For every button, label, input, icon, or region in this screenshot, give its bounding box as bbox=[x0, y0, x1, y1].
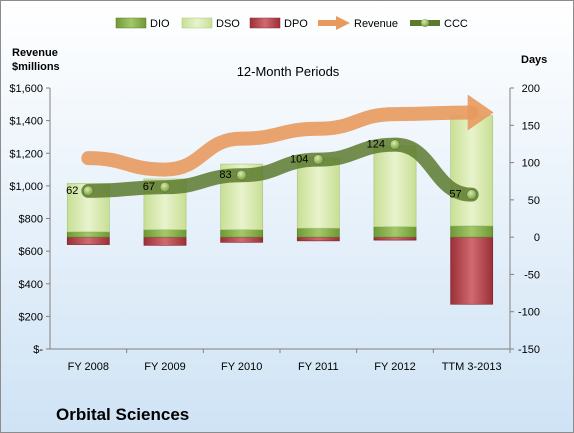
ccc-point bbox=[466, 189, 477, 200]
legend-swatch-dio bbox=[115, 17, 147, 29]
left-tick-label: $400 bbox=[19, 279, 43, 291]
bar-dio bbox=[143, 229, 187, 238]
bar-dio bbox=[373, 226, 417, 238]
right-tick-label: 200 bbox=[522, 83, 540, 95]
bar-dpo bbox=[450, 236, 494, 305]
category-label: FY 2009 bbox=[144, 361, 185, 373]
arrow-icon bbox=[336, 16, 350, 30]
bar-dio bbox=[220, 229, 264, 238]
ccc-point bbox=[236, 169, 247, 181]
legend-label-dio: DIO bbox=[150, 18, 170, 30]
ccc-point bbox=[83, 185, 94, 197]
left-tick-label: $1,000 bbox=[9, 181, 43, 193]
bar-dio bbox=[296, 227, 340, 238]
right-tick-label: 50 bbox=[528, 195, 540, 207]
right-tick-label: -50 bbox=[524, 269, 540, 281]
left-tick-label: $1,600 bbox=[9, 83, 43, 95]
right-tick-label: 150 bbox=[522, 120, 540, 132]
revenue-line bbox=[81, 105, 479, 177]
bars bbox=[66, 115, 494, 305]
left-tick-label: $1,200 bbox=[9, 148, 43, 160]
legend-item-dso: DSO bbox=[181, 17, 240, 30]
ccc-data-label: 124 bbox=[367, 139, 385, 151]
legend-item-dpo: DPO bbox=[249, 17, 308, 30]
left-axis-label-line-1: Revenue bbox=[12, 47, 58, 59]
left-tick-label: $1,400 bbox=[9, 116, 43, 128]
legend-swatch-dso bbox=[181, 17, 213, 29]
right-tick-label: -150 bbox=[518, 344, 540, 356]
category-label: FY 2011 bbox=[298, 361, 339, 373]
legend-label-dso: DSO bbox=[216, 18, 240, 30]
legend-label-revenue: Revenue bbox=[354, 18, 398, 30]
ccc-data-label: 67 bbox=[143, 181, 155, 193]
right-tick-label: 100 bbox=[522, 158, 540, 170]
left-axis-label-line-2: $millions bbox=[12, 61, 60, 73]
legend-item-ccc: CCC bbox=[410, 18, 468, 30]
left-tick-label: $- bbox=[33, 344, 43, 356]
legend-item-dio: DIO bbox=[115, 17, 170, 30]
ccc-point bbox=[159, 181, 171, 193]
ccc-data-label: 62 bbox=[66, 185, 78, 197]
ccc-point bbox=[389, 139, 401, 150]
left-tick-label: $800 bbox=[19, 214, 43, 226]
right-axis-label: Days bbox=[521, 54, 547, 66]
bar-dpo bbox=[296, 236, 340, 242]
category-label: FY 2008 bbox=[68, 361, 109, 373]
right-tick-label: -100 bbox=[518, 307, 540, 319]
legend-item-revenue: Revenue bbox=[318, 16, 398, 30]
bar-dpo bbox=[373, 236, 417, 241]
legend-label-ccc: CCC bbox=[444, 18, 468, 30]
revenue-series bbox=[81, 94, 494, 177]
ccc-data-label: 57 bbox=[449, 189, 461, 201]
legend-marker-ccc bbox=[421, 19, 429, 27]
left-axis-ticks: $- $200 $400 $600 $800 $1,000 $1,200 $1,400 $1,6… bbox=[9, 83, 50, 356]
bar-dso bbox=[296, 157, 340, 229]
category-label: TTM 3-2013 bbox=[442, 361, 502, 373]
right-axis-ticks: -150 -100 -50 0 50 100 150 200 bbox=[510, 83, 540, 356]
ccc-series: 62 67 83 104 124 57 bbox=[66, 137, 479, 202]
ccc-point bbox=[313, 154, 324, 165]
revenue-arrowhead bbox=[467, 94, 494, 131]
chart-title: 12-Month Periods bbox=[237, 64, 340, 79]
category-labels: FY 2008 FY 2009 FY 2010 FY 2011 FY 2012 TTM 3… bbox=[68, 349, 511, 373]
left-tick-label: $200 bbox=[19, 311, 43, 323]
bar-dpo bbox=[66, 236, 110, 245]
ccc-data-label: 104 bbox=[290, 154, 308, 166]
right-tick-label: 0 bbox=[534, 232, 540, 244]
legend-swatch-dpo bbox=[249, 17, 281, 29]
legend-label-dpo: DPO bbox=[284, 18, 308, 30]
bar-dio bbox=[450, 225, 494, 238]
category-label: FY 2012 bbox=[374, 361, 415, 373]
bar-dpo bbox=[220, 236, 264, 243]
category-label: FY 2010 bbox=[221, 361, 262, 373]
bar-dso bbox=[373, 145, 417, 228]
legend: DIO DSO DPO Revenue CCC bbox=[115, 16, 468, 30]
ccc-data-label: 83 bbox=[219, 169, 231, 181]
bar-dso bbox=[450, 115, 494, 227]
left-tick-label: $600 bbox=[19, 246, 43, 258]
bar-dpo bbox=[143, 236, 187, 246]
company-name: Orbital Sciences bbox=[56, 405, 189, 424]
bar-dio bbox=[66, 231, 110, 238]
